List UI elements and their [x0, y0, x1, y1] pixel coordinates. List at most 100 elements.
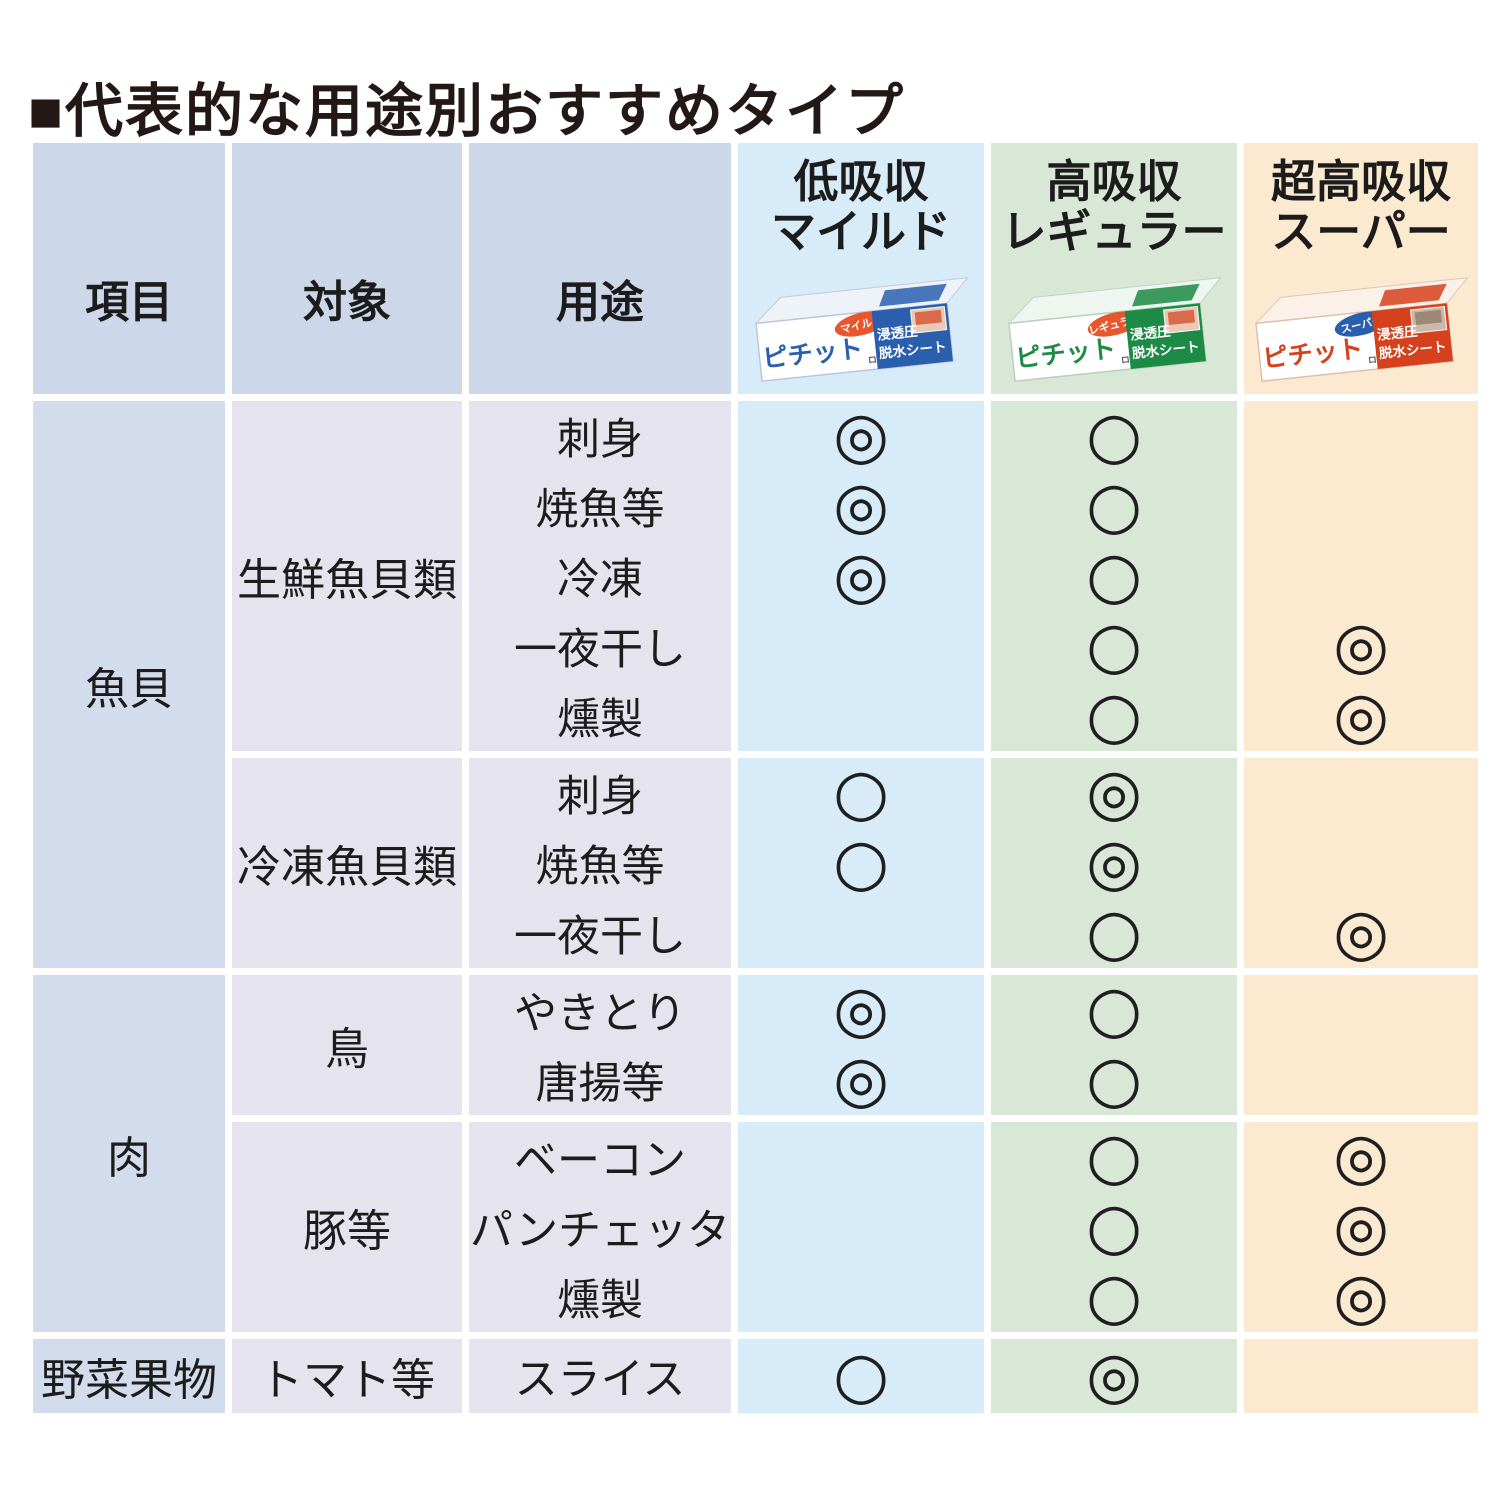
- rating-symbol: ○: [1086, 973, 1142, 1047]
- target-cell-fresh-seafood: 生鮮魚貝類: [232, 401, 462, 751]
- use-line: 焼魚等: [535, 843, 665, 891]
- box-photo-fillet: [1414, 309, 1443, 325]
- box-panel-line1: 浸透圧: [1376, 322, 1419, 342]
- header-cell-product-mild: 低吸収 マイルド ピチット ロール 30 マイルド: [738, 143, 984, 394]
- rating-symbol: [1244, 401, 1478, 471]
- uses-cell-tomato: スライス: [469, 1339, 731, 1413]
- rating-symbol: [1244, 471, 1478, 541]
- uses-cell-fresh-seafood: 刺身 焼魚等 冷凍 一夜干し 燻製: [469, 401, 731, 751]
- use-line: 一夜干し: [514, 626, 686, 674]
- rating-symbol: [1244, 975, 1478, 1045]
- product-mild-grade-line2: マイルド: [770, 206, 951, 258]
- header-cell-product-regular: 高吸収 レギュラー ピチット ロール 32 レギュラー: [991, 143, 1237, 394]
- product-regular-grade-label: 高吸収 レギュラー: [991, 156, 1237, 258]
- rating-symbol: ◎: [1333, 679, 1389, 753]
- product-mild-grade-line1: 低吸収: [793, 156, 929, 207]
- item-cell-seafood: 魚貝: [33, 401, 225, 968]
- target-cell-tomato: トマト等: [232, 1339, 462, 1413]
- box-panel-line2: 脱水シート: [1131, 338, 1200, 361]
- ratings-mild-frozen-seafood: ○ ○: [738, 758, 984, 968]
- use-line: パンチェッタ: [469, 1207, 731, 1255]
- product-regular-grade-line1: 高吸収: [1046, 156, 1182, 207]
- rating-symbol: ○: [1086, 679, 1142, 753]
- use-line: 唐揚等: [535, 1060, 665, 1108]
- rating-symbol: ○: [1086, 469, 1142, 543]
- uses-cell-frozen-seafood: 刺身 焼魚等 一夜干し: [469, 758, 731, 968]
- product-super-grade-label: 超高吸収 スーパー: [1244, 156, 1478, 258]
- rating-symbol: ○: [833, 826, 889, 900]
- rating-symbol: [738, 898, 984, 968]
- box-panel-line1: 浸透圧: [1129, 322, 1172, 342]
- group-row-frozen-seafood: 冷凍魚貝類 刺身 焼魚等 一夜干し ○ ○ ◎ ◎ ○ ◎: [33, 758, 1478, 968]
- ratings-mild-pork: [738, 1122, 984, 1332]
- rating-symbol: [738, 681, 984, 751]
- target-cell-pork: 豚等: [232, 1122, 462, 1332]
- use-line: やきとり: [514, 990, 686, 1038]
- ratings-regular-frozen-seafood: ◎ ◎ ○: [991, 758, 1237, 968]
- ratings-regular-pork: ○ ○ ○: [991, 1122, 1237, 1332]
- rating-symbol: ◎: [833, 973, 889, 1047]
- box-panel-line1: 浸透圧: [876, 322, 919, 342]
- rating-symbol: ◎: [1333, 1190, 1389, 1264]
- use-line: 一夜干し: [514, 913, 686, 961]
- box-photo-fillet: [914, 309, 943, 325]
- use-line: 焼魚等: [535, 486, 665, 534]
- ratings-regular-tomato: ◎: [991, 1339, 1237, 1413]
- use-line: 冷凍: [557, 556, 643, 604]
- ratings-super-tomato: [1244, 1339, 1478, 1413]
- product-regular-grade-line2: レギュラー: [1001, 206, 1227, 258]
- rating-symbol: [738, 1262, 984, 1332]
- box-top-print: [1131, 283, 1200, 307]
- rating-symbol: ◎: [833, 1043, 889, 1117]
- use-line: 燻製: [557, 1277, 643, 1325]
- target-cell-frozen-seafood: 冷凍魚貝類: [232, 758, 462, 968]
- rating-symbol: ○: [833, 1339, 889, 1413]
- product-mild-package-image: ピチット ロール 30 マイルド 浸透圧 脱水シート: [754, 276, 969, 382]
- rating-symbol: ◎: [833, 469, 889, 543]
- rating-symbol: [1244, 541, 1478, 611]
- product-super-grade-line1: 超高吸収: [1270, 156, 1451, 207]
- rating-symbol: [738, 611, 984, 681]
- header-row: 項目 対象 用途 低吸収 マイルド ピチット ロール 30 マイルド: [33, 143, 1478, 394]
- rating-symbol: [1244, 1045, 1478, 1115]
- ratings-super-pork: ◎ ◎ ◎: [1244, 1122, 1478, 1332]
- rating-symbol: ○: [1086, 399, 1142, 473]
- group-row-fresh-seafood: 魚貝 生鮮魚貝類 刺身 焼魚等 冷凍 一夜干し 燻製 ◎ ◎ ◎ ○ ○ ○ ○…: [33, 399, 1478, 968]
- rating-symbol: [738, 1192, 984, 1262]
- header-cell-target: 対象: [232, 143, 462, 394]
- page-title: ■代表的な用途別おすすめタイプ: [28, 79, 906, 144]
- use-line: 刺身: [557, 416, 643, 464]
- ratings-super-poultry: [1244, 975, 1478, 1115]
- rating-symbol: ◎: [1333, 1120, 1389, 1194]
- rating-symbol: [1244, 1339, 1478, 1413]
- rating-symbol: ○: [1086, 609, 1142, 683]
- product-super-grade-line2: スーパー: [1271, 206, 1451, 258]
- uses-cell-pork: ベーコン パンチェッタ 燻製: [469, 1122, 731, 1332]
- rating-symbol: [1244, 758, 1478, 828]
- rating-symbol: ○: [1086, 1043, 1142, 1117]
- rating-symbol: ◎: [1333, 609, 1389, 683]
- group-row-vegetables: 野菜果物 トマト等 スライス ○ ◎: [33, 1339, 1478, 1413]
- rating-symbol: ◎: [1086, 756, 1142, 830]
- rating-symbol: ◎: [1333, 896, 1389, 970]
- rating-symbol: ○: [833, 756, 889, 830]
- rating-symbol: ◎: [1333, 1260, 1389, 1334]
- rating-symbol: ◎: [833, 399, 889, 473]
- box-photo-fillet: [1167, 309, 1196, 325]
- group-row-pork: 豚等 ベーコン パンチェッタ 燻製 ○ ○ ○ ◎ ◎ ◎: [33, 1122, 1478, 1332]
- rating-symbol: ○: [1086, 539, 1142, 613]
- header-item-label: 項目: [85, 277, 173, 327]
- rating-symbol: ◎: [1086, 1339, 1142, 1413]
- ratings-regular-fresh-seafood: ○ ○ ○ ○ ○: [991, 401, 1237, 751]
- header-use-label: 用途: [556, 277, 644, 327]
- header-cell-use: 用途: [469, 143, 731, 394]
- ratings-mild-tomato: ○: [738, 1339, 984, 1413]
- rating-symbol: ○: [1086, 1120, 1142, 1194]
- header-cell-item: 項目: [33, 143, 225, 394]
- ratings-super-fresh-seafood: ◎ ◎: [1244, 401, 1478, 751]
- rating-symbol: ◎: [1086, 826, 1142, 900]
- box-top-print: [1378, 283, 1447, 307]
- box-panel-line2: 脱水シート: [878, 338, 947, 361]
- ratings-super-frozen-seafood: ◎: [1244, 758, 1478, 968]
- use-line: ベーコン: [514, 1137, 686, 1185]
